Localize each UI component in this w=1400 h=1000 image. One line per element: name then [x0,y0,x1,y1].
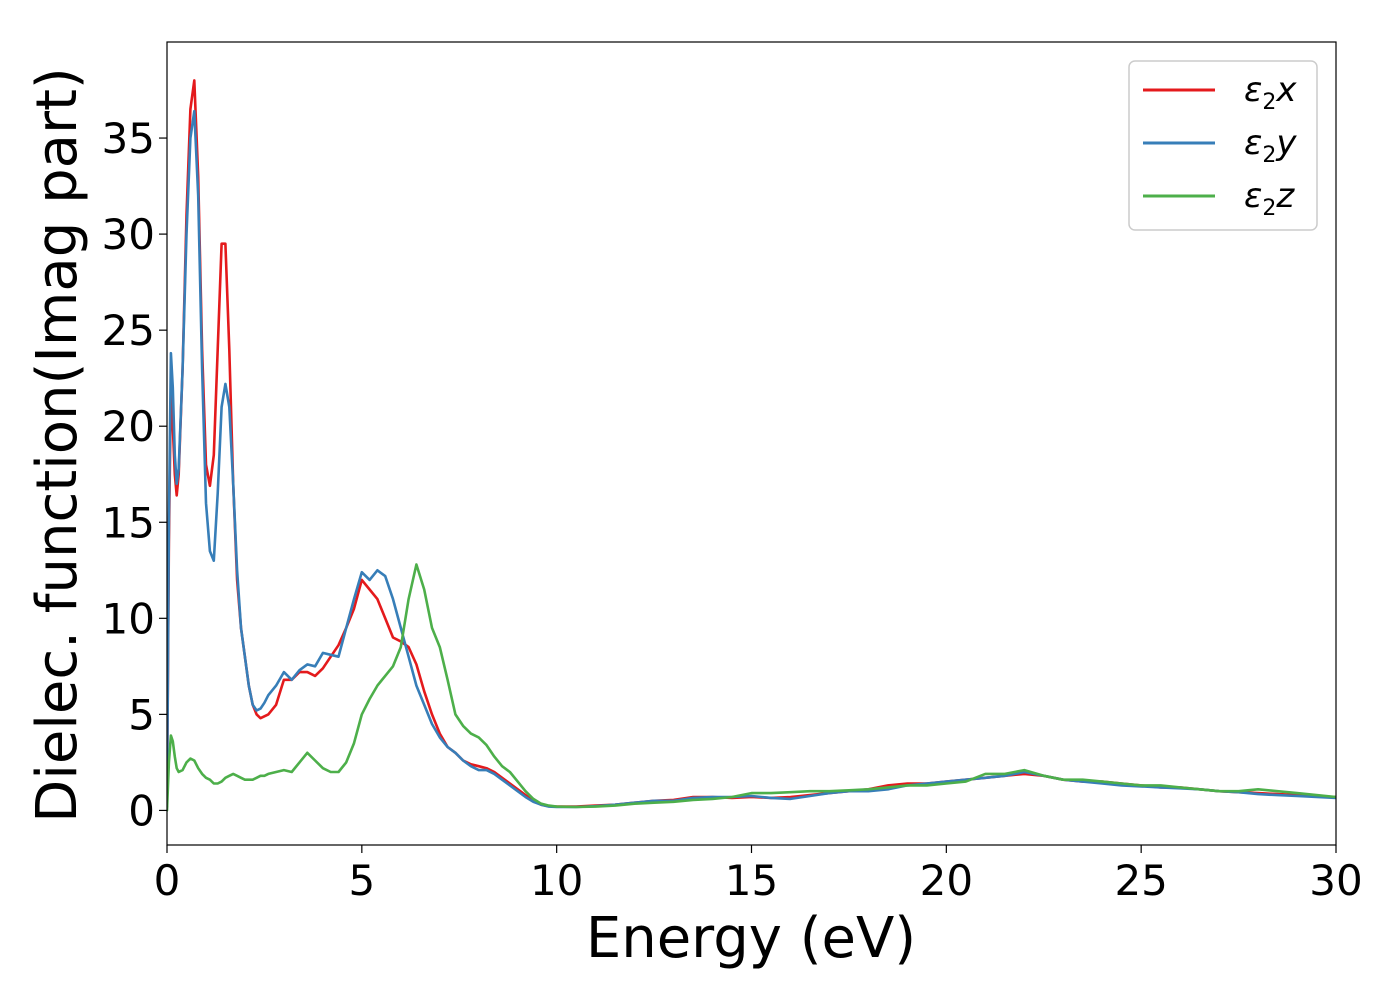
legend: ε2x ε2y ε2z [1128,60,1318,231]
x-axis-title: Energy (eV) [586,906,916,971]
y-tick-label: 0 [128,786,155,835]
y-tick-label: 15 [102,498,155,547]
x-tick-label: 20 [920,856,973,905]
y-tick-label: 30 [102,210,155,259]
plot-area [167,79,1336,812]
x-tick-label: 5 [348,856,375,905]
y-tick-label: 35 [102,114,155,163]
y-tick-label: 10 [102,594,155,643]
series-line-2 [167,109,1336,809]
x-tick-label: 30 [1309,856,1362,905]
legend-box [1128,60,1318,231]
legend-label: ε2z [1244,176,1295,221]
y-tick-label: 25 [102,306,155,355]
legend-label: ε2y [1244,123,1297,168]
series-line-3 [167,563,1336,812]
x-tick-label: 0 [154,856,181,905]
y-tick-label: 5 [128,690,155,739]
legend-label: ε2x [1244,70,1297,115]
x-tick-label: 15 [725,856,778,905]
x-axis: 0 5 10 15 20 25 30 [154,845,1363,905]
x-tick-label: 25 [1114,856,1167,905]
x-tick-label: 10 [530,856,583,905]
y-tick-label: 20 [102,402,155,451]
y-axis-title: Dielec. function(Imag part) [25,67,90,823]
y-axis: 0 5 10 15 20 25 30 35 [102,114,167,835]
